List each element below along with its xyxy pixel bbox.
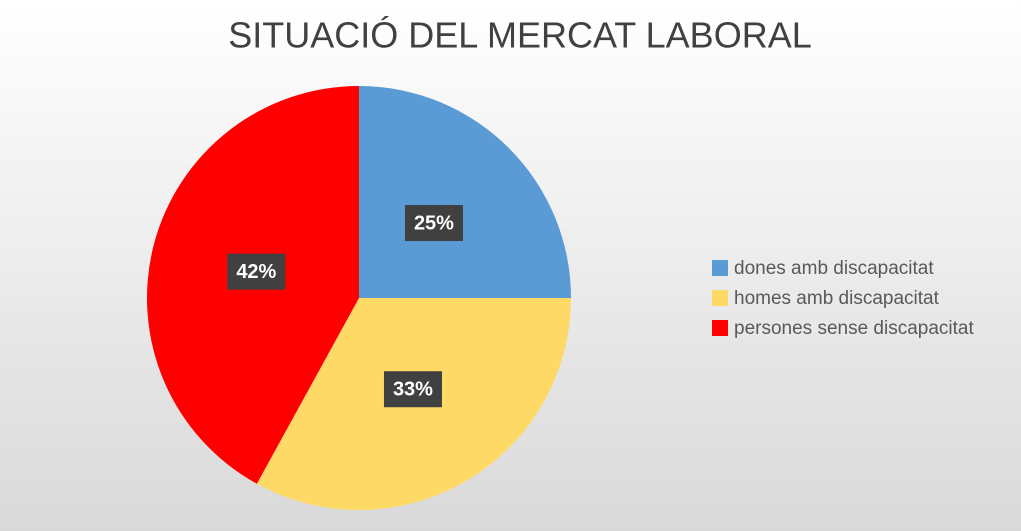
data-label: 42% — [236, 261, 276, 283]
legend-swatch — [712, 260, 728, 276]
legend-swatch — [712, 290, 728, 306]
legend-label: dones amb discapacitat — [734, 258, 934, 279]
chart-title: SITUACIÓ DEL MERCAT LABORAL — [228, 15, 811, 56]
data-label-box — [227, 253, 286, 290]
data-label-box — [383, 371, 442, 408]
pie-slice — [359, 86, 571, 298]
legend-label: homes amb discapacitat — [734, 288, 940, 309]
data-label: 33% — [393, 379, 433, 401]
data-label-box — [404, 205, 463, 242]
legend-label: persones sense discapacitat — [734, 318, 974, 339]
data-label: 25% — [414, 212, 454, 234]
legend-swatch — [712, 320, 728, 336]
